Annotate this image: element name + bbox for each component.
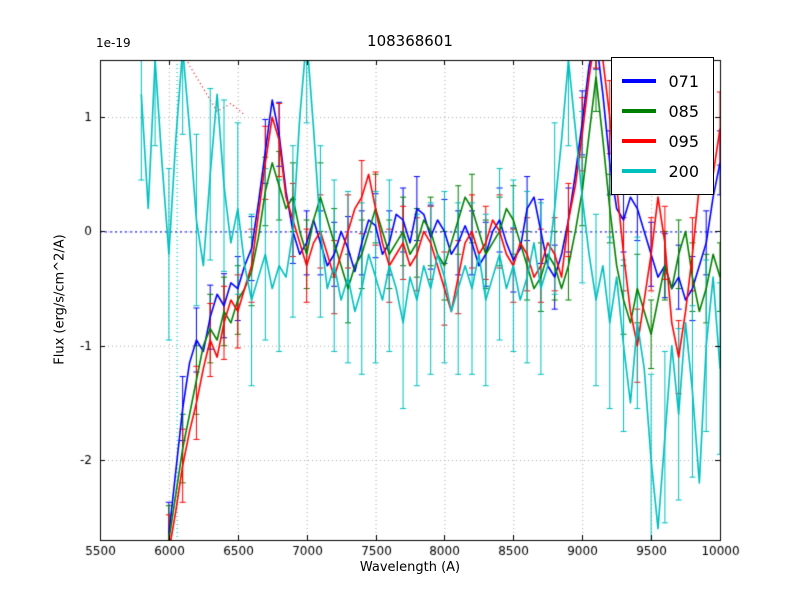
y-axis-label: Flux (erg/s/cm^2/A) xyxy=(52,234,68,365)
chart-title: 108368601 xyxy=(367,32,453,50)
legend-entry: 200 xyxy=(622,156,699,186)
legend-line-swatch xyxy=(622,79,657,83)
legend-label: 085 xyxy=(668,101,699,121)
legend-entry: 085 xyxy=(622,96,699,126)
legend: 071 085 095 200 xyxy=(611,57,714,195)
legend-entry: 095 xyxy=(622,126,699,156)
legend-line-swatch xyxy=(622,139,657,143)
x-axis-label: Wavelength (A) xyxy=(359,560,461,575)
legend-label: 071 xyxy=(668,71,699,91)
legend-line-swatch xyxy=(622,169,657,173)
legend-label: 095 xyxy=(668,131,699,151)
legend-line-swatch xyxy=(622,109,657,113)
axis-offset-label: 1e-19 xyxy=(96,36,131,50)
legend-entry: 071 xyxy=(622,66,699,96)
legend-label: 200 xyxy=(668,161,699,181)
